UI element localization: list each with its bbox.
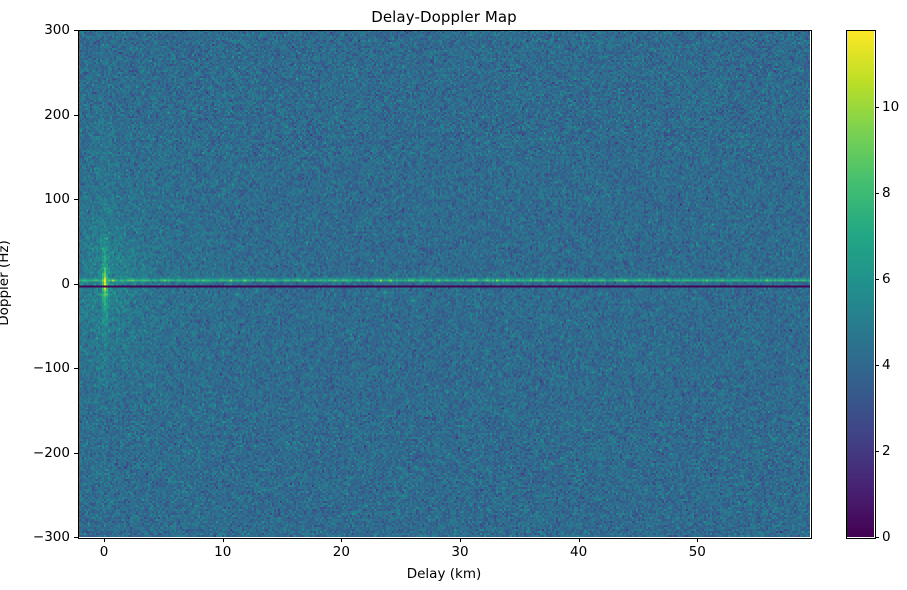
x-tick-mark xyxy=(460,538,462,542)
x-tick-label: 10 xyxy=(214,544,232,560)
delay-doppler-heatmap[interactable] xyxy=(78,30,810,537)
y-tick-mark xyxy=(74,537,78,538)
colorbar-tick-mark xyxy=(875,193,879,195)
colorbar-tick-label: 8 xyxy=(882,185,891,202)
colorbar-tick-mark xyxy=(875,107,879,109)
colorbar-tick-mark xyxy=(875,537,879,538)
colorbar-tick-label: 6 xyxy=(882,271,891,288)
colorbar-tick-label: 0 xyxy=(882,529,891,545)
x-tick-mark xyxy=(341,538,343,542)
colorbar-tick-mark xyxy=(875,365,879,367)
colorbar[interactable] xyxy=(846,30,874,537)
x-axis-label: Delay (km) xyxy=(406,566,482,582)
y-tick-label: 300 xyxy=(44,22,70,38)
x-tick-label: 50 xyxy=(688,544,706,560)
y-tick-label: −100 xyxy=(32,360,70,376)
y-tick-mark xyxy=(74,199,78,200)
colorbar-tick-mark xyxy=(875,279,879,281)
y-tick-mark xyxy=(74,283,78,285)
x-tick-mark xyxy=(222,538,224,542)
page-title: Delay-Doppler Map xyxy=(371,8,517,26)
x-tick-label: 40 xyxy=(570,544,588,560)
y-tick-label: −300 xyxy=(32,529,70,545)
colorbar-tick-label: 2 xyxy=(882,443,891,460)
y-tick-label: 0 xyxy=(61,275,70,292)
colorbar-tick-label: 10 xyxy=(882,99,900,116)
y-tick-label: 200 xyxy=(44,106,70,123)
x-tick-label: 30 xyxy=(451,544,469,560)
y-tick-label: −200 xyxy=(32,444,70,461)
x-tick-mark xyxy=(697,538,699,542)
y-tick-mark xyxy=(74,368,78,369)
y-tick-label: 100 xyxy=(44,191,70,207)
x-tick-label: 0 xyxy=(99,544,109,560)
x-tick-mark xyxy=(104,538,106,542)
colorbar-tick-mark xyxy=(875,451,879,453)
colorbar-tick-label: 4 xyxy=(882,357,891,374)
x-tick-label: 20 xyxy=(332,544,350,560)
y-tick-mark xyxy=(74,114,78,116)
y-axis-label: Doppler (Hz) xyxy=(0,240,12,326)
x-tick-mark xyxy=(578,538,580,542)
y-tick-mark xyxy=(74,452,78,454)
y-tick-mark xyxy=(74,30,78,31)
